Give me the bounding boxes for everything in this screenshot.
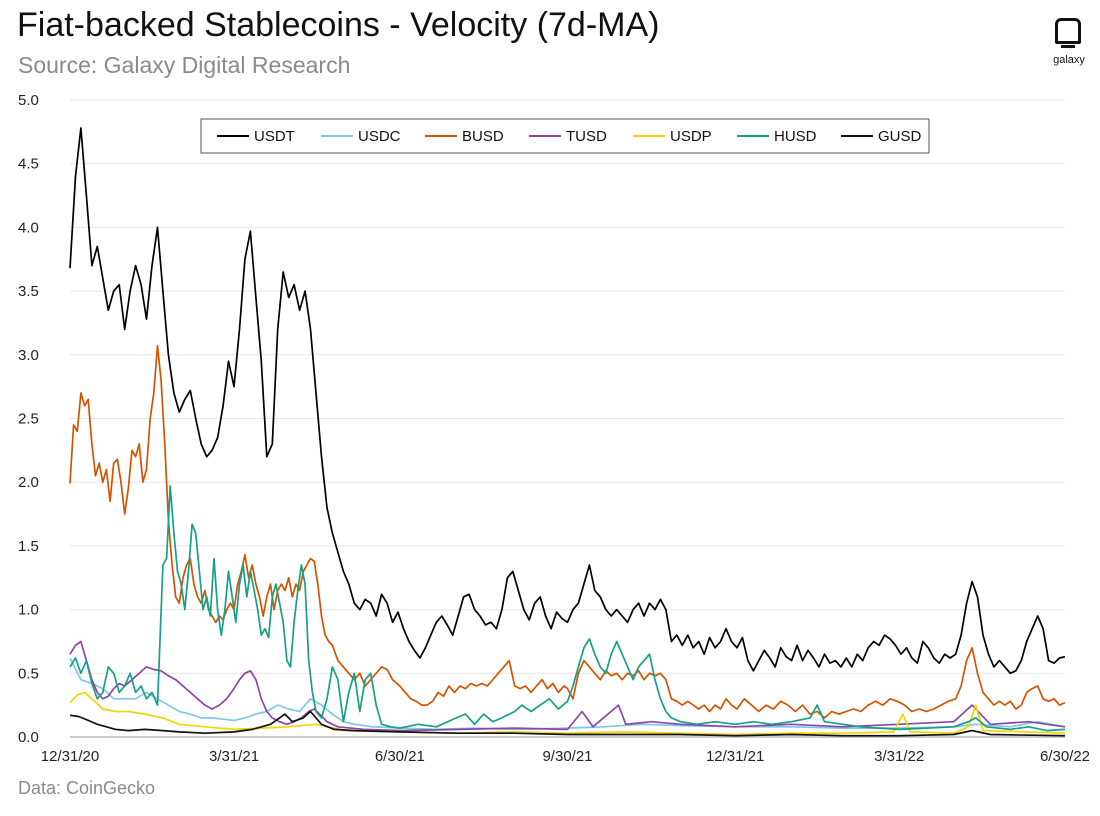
x-tick-label: 12/31/20 — [41, 748, 99, 765]
series-line-tusd — [69, 640, 1066, 732]
legend-label-tusd: TUSD — [566, 128, 607, 145]
x-tick-label: 6/30/22 — [1040, 748, 1090, 765]
x-tick-label: 6/30/21 — [375, 748, 425, 765]
galaxy-logo-icon — [1055, 18, 1081, 48]
y-tick-label: 4.0 — [18, 219, 39, 236]
series-line-husd — [69, 485, 1066, 732]
y-axis: 0.0 0.5 1.0 1.5 2.0 2.5 3.0 3.5 4.0 4.5 5.0 — [18, 92, 39, 746]
x-tick-label: 3/31/22 — [874, 748, 924, 765]
y-tick-label: 5.0 — [18, 92, 39, 109]
legend: USDT USDC BUSD TUSD USDP HUSD GUSD — [200, 118, 930, 154]
y-tick-label: 0.0 — [18, 729, 39, 746]
legend-label-usdp: USDP — [670, 128, 712, 145]
y-tick-label: 3.0 — [18, 347, 39, 364]
chart-title: Fiat-backed Stablecoins - Velocity (7d-M… — [17, 6, 660, 44]
logo-text: galaxy — [1053, 54, 1085, 66]
series-line-usdc — [69, 657, 1066, 731]
legend-label-gusd: GUSD — [878, 128, 922, 145]
series-lines — [69, 127, 1066, 737]
y-tick-label: 0.5 — [18, 665, 39, 682]
legend-label-usdt: USDT — [254, 128, 295, 145]
legend-label-usdc: USDC — [358, 128, 401, 145]
y-tick-label: 1.5 — [18, 538, 39, 555]
x-tick-label: 12/31/21 — [706, 748, 764, 765]
chart-subtitle: Source: Galaxy Digital Research — [18, 52, 351, 78]
y-tick-label: 2.5 — [18, 411, 39, 428]
legend-box — [200, 118, 930, 154]
data-source-note: Data: CoinGecko — [18, 778, 156, 798]
y-tick-label: 4.5 — [18, 156, 39, 173]
series-line-gusd — [69, 710, 1066, 737]
gridlines — [70, 99, 1065, 738]
y-tick-label: 2.0 — [18, 474, 39, 491]
y-tick-label: 1.0 — [18, 602, 39, 619]
x-tick-label: 3/31/21 — [209, 748, 259, 765]
series-line-usdt — [69, 127, 1066, 675]
x-tick-label: 9/30/21 — [542, 748, 592, 765]
legend-label-husd: HUSD — [774, 128, 817, 145]
y-tick-label: 3.5 — [18, 283, 39, 300]
x-axis: 12/31/20 3/31/21 6/30/21 9/30/21 12/31/21 3/3… — [41, 748, 1090, 765]
legend-label-busd: BUSD — [462, 128, 504, 145]
galaxy-logo: galaxy — [1046, 18, 1092, 74]
